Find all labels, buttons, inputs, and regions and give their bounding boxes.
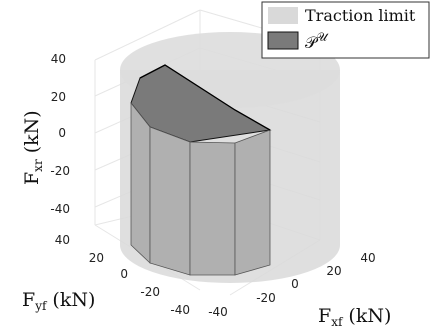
- polytope-side-front2: [189, 141, 236, 276]
- x-tick-label: 40: [360, 251, 375, 265]
- legend: Traction limit 𝒫𝒰: [261, 1, 430, 59]
- y-axis-label: Fyf (kN): [22, 289, 95, 313]
- legend-label-traction-limit: Traction limit: [305, 6, 416, 25]
- y-tick-label: 0: [120, 267, 128, 281]
- legend-label-polytope: 𝒫𝒰: [305, 30, 330, 52]
- y-axis: 40 20 0 -20 -40 Fyf (kN): [22, 233, 190, 317]
- z-axis: 40 20 0 -20 -40 Fxr(kN): [21, 52, 70, 216]
- polytope-side-right: [234, 129, 271, 276]
- y-tick-label: 40: [55, 233, 70, 247]
- y-tick-label: -20: [140, 285, 160, 299]
- x-tick-label: -20: [256, 291, 276, 305]
- polytope-side-front: [149, 126, 191, 276]
- x-axis-label: Fxf (kN): [318, 305, 391, 329]
- legend-swatch-polytope: [267, 31, 299, 50]
- legend-swatch-traction-limit: [268, 7, 298, 24]
- polytope-side-left: [130, 101, 151, 264]
- y-tick-label: 20: [89, 251, 104, 265]
- z-tick-label: 0: [58, 126, 66, 140]
- z-tick-label: 40: [51, 52, 66, 66]
- y-tick-label: -40: [170, 303, 190, 317]
- x-tick-label: 0: [291, 277, 299, 291]
- x-tick-label: 20: [326, 264, 341, 278]
- x-tick-label: -40: [208, 305, 228, 319]
- z-axis-label: Fxr(kN): [21, 110, 45, 185]
- x-axis: -40 -20 0 20 40 Fxf (kN): [208, 251, 391, 329]
- z-tick-label: -40: [50, 202, 70, 216]
- z-tick-label: -20: [50, 164, 70, 178]
- z-tick-label: 20: [51, 90, 66, 104]
- polytope: [130, 64, 272, 276]
